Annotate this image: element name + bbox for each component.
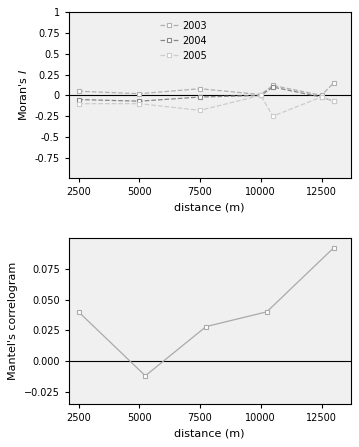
Y-axis label: Mantel's correlogram: Mantel's correlogram xyxy=(8,262,18,380)
Y-axis label: Moran's $I$: Moran's $I$ xyxy=(17,69,29,122)
X-axis label: distance (m): distance (m) xyxy=(174,429,245,439)
X-axis label: distance (m): distance (m) xyxy=(174,203,245,213)
Legend: 2003, 2004, 2005: 2003, 2004, 2005 xyxy=(158,19,209,63)
